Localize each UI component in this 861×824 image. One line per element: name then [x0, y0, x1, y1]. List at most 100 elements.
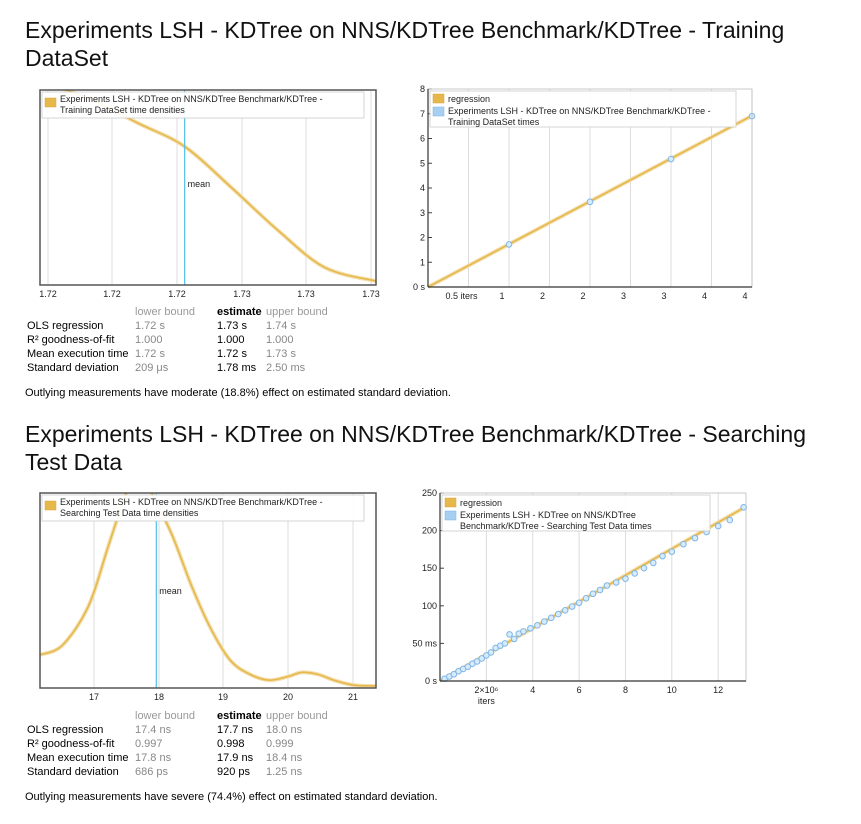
- data-point: [487, 649, 495, 656]
- x-tick-label: 10: [667, 685, 677, 695]
- legend-box: [429, 90, 737, 128]
- x-tick-label: 2: [540, 291, 545, 301]
- data-point: [691, 534, 699, 542]
- data-point: [547, 614, 555, 622]
- x-tick-label: 12: [713, 685, 723, 695]
- table-row: Mean execution time 17.8 ns 17.9 ns 18.4…: [27, 752, 303, 764]
- x-tick-label: 8: [623, 685, 628, 695]
- legend-label: Experiments LSH - KDTree on NNS/KDTree B…: [60, 94, 323, 115]
- data-point: [464, 663, 472, 671]
- data-point: [631, 570, 639, 577]
- stats-header-upper: upper bound: [266, 306, 328, 318]
- data-point: [649, 559, 657, 567]
- regression-chart-searching: 2×10⁶ iters 4 6 8 10 12 0 s 50 ms 100 150 200 250 reg…: [412, 488, 747, 706]
- y-tick-label: 50 ms: [412, 638, 437, 648]
- y-tick-label: 5: [420, 158, 425, 168]
- data-point: [582, 594, 590, 602]
- x-tick-label: 1.73: [362, 289, 380, 299]
- y-tick-label: 0 s: [413, 282, 426, 292]
- data-point: [478, 655, 486, 662]
- legend-swatch: [44, 500, 57, 511]
- y-tick-label: 0 s: [425, 676, 438, 686]
- outlier-note: Outlying measurements have moderate (18.…: [25, 387, 451, 399]
- legend-box: [41, 91, 365, 119]
- y-tick-label: 1: [420, 257, 425, 267]
- data-point: [575, 599, 583, 607]
- y-tick-label: 150: [422, 563, 437, 573]
- mean-label: mean: [188, 179, 211, 189]
- plot-area: [40, 493, 376, 688]
- data-point: [541, 618, 548, 625]
- table-row: OLS regression 17.4 ns 17.7 ns 18.0 ns: [27, 724, 303, 736]
- legend-swatch-regression: [444, 497, 457, 508]
- data-point: [668, 548, 676, 555]
- section-title: Experiments LSH - KDTree on NNS/KDTree B…: [25, 421, 806, 475]
- y-tick-label: 250: [422, 488, 437, 498]
- stats-table: lower bound estimate upper bound OLS reg…: [27, 305, 330, 375]
- data-point: [714, 522, 722, 530]
- density-chart-searching: 17 18 19 20 21 mean Experiments LSH - KDTree o…: [39, 492, 377, 702]
- y-tick-label: 8: [420, 84, 425, 94]
- plot-frame: [39, 89, 377, 286]
- density-chart-training: 1.72 1.72 1.72 1.73 1.73 1.73 mean Experiments …: [39, 89, 380, 299]
- x-tick-label: 2×10⁶ iters: [474, 685, 498, 706]
- x-tick-label: 4: [702, 291, 707, 301]
- table-row: OLS regression 1.72 s 1.73 s 1.74 s: [27, 320, 296, 332]
- data-point: [561, 607, 569, 614]
- y-tick-label: 4: [420, 183, 425, 193]
- x-tick-label: 3: [621, 291, 626, 301]
- stats-header-estimate: estimate: [217, 710, 262, 722]
- data-point: [589, 590, 597, 598]
- y-tick-label: 6: [420, 134, 425, 144]
- x-tick-label: 1: [499, 291, 504, 301]
- x-tick-label: 21: [348, 692, 358, 702]
- table-row: Standard deviation 686 ps 920 ps 1.25 ns: [27, 766, 303, 778]
- data-point: [473, 658, 481, 665]
- legend-label: regression: [460, 498, 502, 508]
- y-tick-label: 7: [420, 109, 425, 119]
- legend-swatch: [44, 97, 57, 108]
- stats-header-lower: lower bound: [135, 710, 195, 722]
- data-point: [680, 540, 687, 548]
- data-point: [534, 622, 541, 629]
- x-tick-label: 18: [154, 692, 164, 702]
- data-point: [612, 579, 620, 586]
- x-tick-label: 1.73: [297, 289, 315, 299]
- data-point: [586, 198, 594, 206]
- table-row: Standard deviation 209 μs 1.78 ms 2.50 m…: [27, 362, 306, 374]
- data-point: [622, 575, 629, 583]
- data-point: [450, 670, 458, 678]
- x-tick-label: 1.72: [39, 289, 57, 299]
- x-tick-label: 6: [577, 685, 582, 695]
- data-point: [726, 516, 734, 524]
- legend-swatch-regression: [432, 93, 445, 104]
- legend-box: [441, 494, 711, 532]
- x-tick-label: 20: [283, 692, 293, 702]
- table-row: R² goodness-of-fit 0.997 0.998 0.999: [27, 738, 294, 750]
- plot-frame: [39, 492, 377, 689]
- data-point: [506, 631, 513, 638]
- x-tick-label: 1.72: [168, 289, 186, 299]
- data-point: [596, 586, 604, 594]
- x-tick-label: 2: [580, 291, 585, 301]
- y-tick-label: 3: [420, 208, 425, 218]
- data-point: [554, 610, 562, 618]
- data-point: [527, 625, 534, 632]
- x-tick-label: 4: [742, 291, 747, 301]
- table-row: R² goodness-of-fit 1.000 1.000 1.000: [27, 334, 294, 346]
- stats-header-lower: lower bound: [135, 306, 195, 318]
- outlier-note: Outlying measurements have severe (74.4%…: [25, 791, 438, 803]
- x-tick-label: 0.5 iters: [445, 291, 478, 301]
- data-point: [505, 241, 513, 248]
- x-tick-label: 17: [89, 692, 99, 702]
- data-point: [640, 564, 648, 572]
- data-point: [483, 652, 490, 659]
- density-curve: [40, 493, 376, 687]
- legend-box: [41, 494, 365, 522]
- legend-label: Experiments LSH - KDTree on NNS/KDTree B…: [60, 497, 323, 518]
- stats-table: lower bound estimate upper bound OLS reg…: [27, 709, 330, 779]
- data-point: [501, 640, 509, 647]
- legend-swatch-points: [444, 510, 457, 521]
- legend-swatch-points: [432, 106, 445, 117]
- data-point: [510, 635, 518, 643]
